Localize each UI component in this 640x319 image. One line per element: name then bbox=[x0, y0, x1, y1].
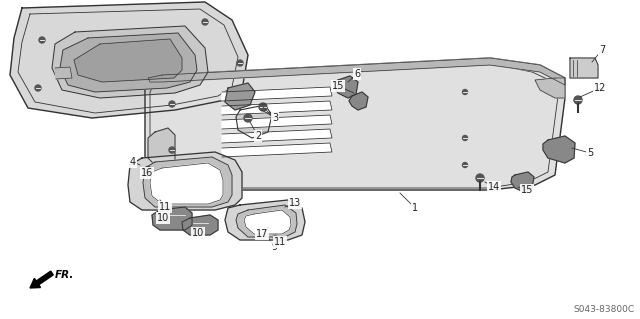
Text: 15: 15 bbox=[332, 81, 344, 91]
Circle shape bbox=[259, 103, 267, 111]
Polygon shape bbox=[570, 58, 598, 78]
Circle shape bbox=[463, 162, 467, 167]
Circle shape bbox=[35, 85, 41, 91]
Polygon shape bbox=[182, 215, 218, 235]
Polygon shape bbox=[535, 78, 565, 98]
Text: 4: 4 bbox=[130, 157, 136, 167]
Text: 3: 3 bbox=[272, 113, 278, 123]
Text: S043-83800C: S043-83800C bbox=[574, 305, 635, 314]
Polygon shape bbox=[244, 210, 291, 234]
FancyArrow shape bbox=[30, 271, 53, 288]
Polygon shape bbox=[349, 92, 368, 110]
Text: 12: 12 bbox=[594, 83, 606, 93]
Polygon shape bbox=[150, 163, 223, 204]
Text: 10: 10 bbox=[192, 228, 204, 238]
Circle shape bbox=[476, 174, 484, 182]
Text: 16: 16 bbox=[141, 168, 153, 178]
Polygon shape bbox=[543, 136, 575, 163]
Polygon shape bbox=[60, 33, 197, 92]
Polygon shape bbox=[145, 58, 565, 190]
Circle shape bbox=[574, 96, 582, 104]
Polygon shape bbox=[222, 115, 332, 129]
Text: 7: 7 bbox=[599, 45, 605, 55]
Circle shape bbox=[145, 167, 152, 174]
Polygon shape bbox=[10, 2, 248, 118]
Circle shape bbox=[244, 114, 252, 122]
Text: 17: 17 bbox=[256, 229, 268, 239]
Circle shape bbox=[202, 19, 208, 25]
Text: 2: 2 bbox=[255, 131, 261, 141]
Polygon shape bbox=[148, 128, 175, 168]
Polygon shape bbox=[511, 172, 534, 192]
Circle shape bbox=[169, 101, 175, 107]
Text: 10: 10 bbox=[157, 213, 169, 223]
Text: 14: 14 bbox=[488, 182, 500, 192]
Text: 13: 13 bbox=[289, 198, 301, 208]
Polygon shape bbox=[148, 58, 565, 85]
Text: FR.: FR. bbox=[55, 270, 74, 280]
Text: 9: 9 bbox=[271, 242, 277, 252]
Polygon shape bbox=[236, 105, 272, 138]
Text: 1: 1 bbox=[412, 203, 418, 213]
Circle shape bbox=[39, 37, 45, 43]
Polygon shape bbox=[236, 205, 297, 237]
Circle shape bbox=[155, 182, 161, 188]
Polygon shape bbox=[225, 200, 305, 240]
Polygon shape bbox=[222, 101, 332, 115]
Polygon shape bbox=[143, 157, 232, 207]
Circle shape bbox=[272, 229, 278, 235]
Polygon shape bbox=[222, 87, 332, 101]
Polygon shape bbox=[222, 129, 332, 143]
Polygon shape bbox=[222, 143, 332, 157]
Text: 11: 11 bbox=[159, 202, 171, 212]
Polygon shape bbox=[52, 26, 208, 98]
Text: 11: 11 bbox=[274, 237, 286, 247]
Circle shape bbox=[169, 147, 175, 153]
Polygon shape bbox=[74, 39, 182, 82]
Polygon shape bbox=[128, 152, 242, 210]
Circle shape bbox=[463, 90, 467, 94]
Polygon shape bbox=[152, 207, 192, 230]
Circle shape bbox=[262, 219, 269, 226]
Polygon shape bbox=[55, 67, 72, 79]
Text: 5: 5 bbox=[587, 148, 593, 158]
Polygon shape bbox=[225, 83, 255, 110]
Circle shape bbox=[463, 136, 467, 140]
Circle shape bbox=[237, 60, 243, 66]
Text: 15: 15 bbox=[521, 185, 533, 195]
Text: 6: 6 bbox=[354, 69, 360, 79]
Polygon shape bbox=[334, 76, 358, 98]
